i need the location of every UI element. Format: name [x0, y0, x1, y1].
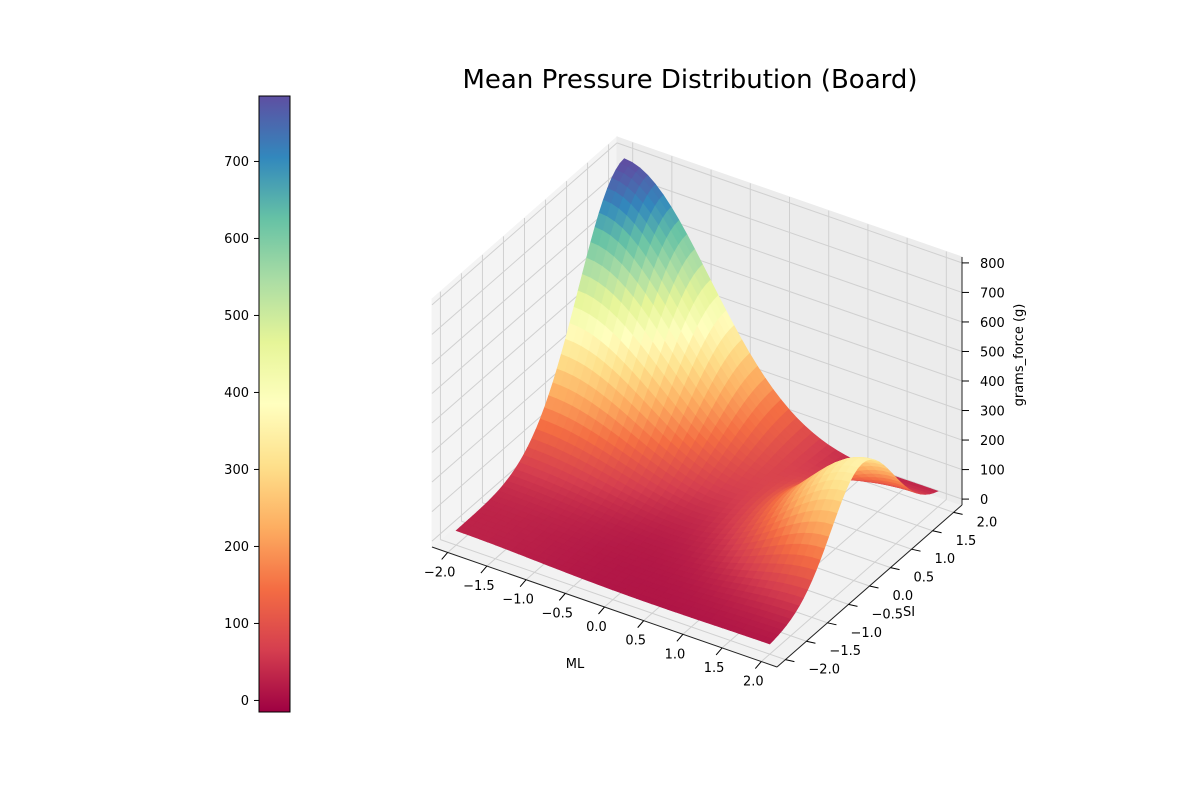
- y-tick: [806, 640, 816, 644]
- x-tick-label: 1.0: [665, 647, 686, 662]
- y-tick-label: −2.0: [808, 663, 840, 678]
- x-tick: [637, 620, 645, 628]
- grid-line-z-back: [616, 142, 963, 264]
- colorbar-tick-label: 300: [224, 463, 249, 478]
- y-tick-label: 1.5: [956, 534, 977, 549]
- grid-line-y-floor: [440, 539, 786, 661]
- x-tick-label: 0.5: [625, 634, 646, 649]
- surface-plot: [455, 158, 939, 645]
- x-tick: [558, 593, 566, 601]
- z-tick-label: 800: [980, 257, 1005, 272]
- x-tick: [715, 647, 723, 656]
- colorbar-tick-label: 500: [224, 309, 249, 324]
- grid-line-z-left: [431, 142, 618, 306]
- colorbar-tick-label: 100: [224, 617, 249, 632]
- x-tick: [519, 579, 527, 588]
- z-tick-label: 0: [980, 493, 988, 508]
- y-tick-label: 0.0: [893, 589, 914, 604]
- z-axis-label: grams_force (g): [1012, 304, 1027, 407]
- x-tick: [441, 552, 449, 560]
- x-tick: [754, 661, 762, 669]
- z-tick-label: 200: [980, 434, 1005, 449]
- z-tick-label: 300: [980, 405, 1005, 420]
- colorbar-ticks: 0 100 200 300 400 500 600 700: [224, 155, 259, 709]
- x-tick-label: 1.5: [704, 661, 725, 676]
- z-tick-label: 500: [980, 345, 1005, 360]
- x-tick-label: −1.5: [463, 579, 495, 594]
- x-tick: [676, 633, 684, 642]
- axes-3d: −2.0−1.5−1.0−0.50.00.51.01.52.0−2.0−1.5−…: [424, 135, 1005, 690]
- y-tick-label: −1.5: [829, 644, 861, 659]
- y-tick: [869, 585, 879, 589]
- y-tick: [911, 548, 921, 552]
- x-tick-label: −2.0: [424, 565, 456, 580]
- y-axis-label: SI: [903, 605, 915, 620]
- colorbar-tick-label: 700: [224, 155, 249, 170]
- y-tick: [827, 622, 837, 626]
- x-axis-label: ML: [566, 657, 585, 672]
- grid-line-z-left: [431, 201, 618, 365]
- z-tick-label: 400: [980, 375, 1005, 390]
- z-tick-label: 600: [980, 316, 1005, 331]
- y-tick-label: −1.0: [850, 626, 882, 641]
- colorbar-gradient: [258, 95, 291, 713]
- y-tick: [890, 567, 900, 571]
- x-tick: [598, 606, 605, 615]
- colorbar: 0 100 200 300 400 500 600 700: [224, 95, 291, 713]
- x-tick-label: −1.0: [502, 593, 534, 608]
- y-tick: [932, 530, 942, 534]
- x-tick-label: 2.0: [743, 675, 764, 690]
- grid-line-z-back: [616, 171, 963, 293]
- colorbar-tick-label: 0: [241, 694, 249, 709]
- y-tick: [785, 659, 795, 663]
- axis-ticks: −2.0−1.5−1.0−0.50.00.51.01.52.0−2.0−1.5−…: [424, 257, 1005, 690]
- x-tick: [480, 565, 488, 574]
- y-tick: [848, 603, 858, 607]
- grid-line-z-left: [431, 172, 618, 335]
- z-tick-label: 100: [980, 464, 1005, 479]
- z-tick-label: 700: [980, 286, 1005, 301]
- y-tick: [953, 511, 963, 515]
- y-tick-label: 0.5: [914, 571, 935, 586]
- surface-facet: [761, 636, 775, 645]
- colorbar-tick-label: 200: [224, 540, 249, 555]
- y-tick-label: 1.0: [935, 552, 956, 567]
- colorbar-tick-label: 400: [224, 386, 249, 401]
- chart-title: Mean Pressure Distribution (Board): [462, 65, 917, 95]
- x-tick-label: 0.0: [586, 620, 607, 635]
- colorbar-tick-label: 600: [224, 232, 249, 247]
- y-tick-label: 2.0: [977, 515, 998, 530]
- y-tick-label: −0.5: [871, 607, 903, 622]
- x-tick-label: −0.5: [542, 606, 574, 621]
